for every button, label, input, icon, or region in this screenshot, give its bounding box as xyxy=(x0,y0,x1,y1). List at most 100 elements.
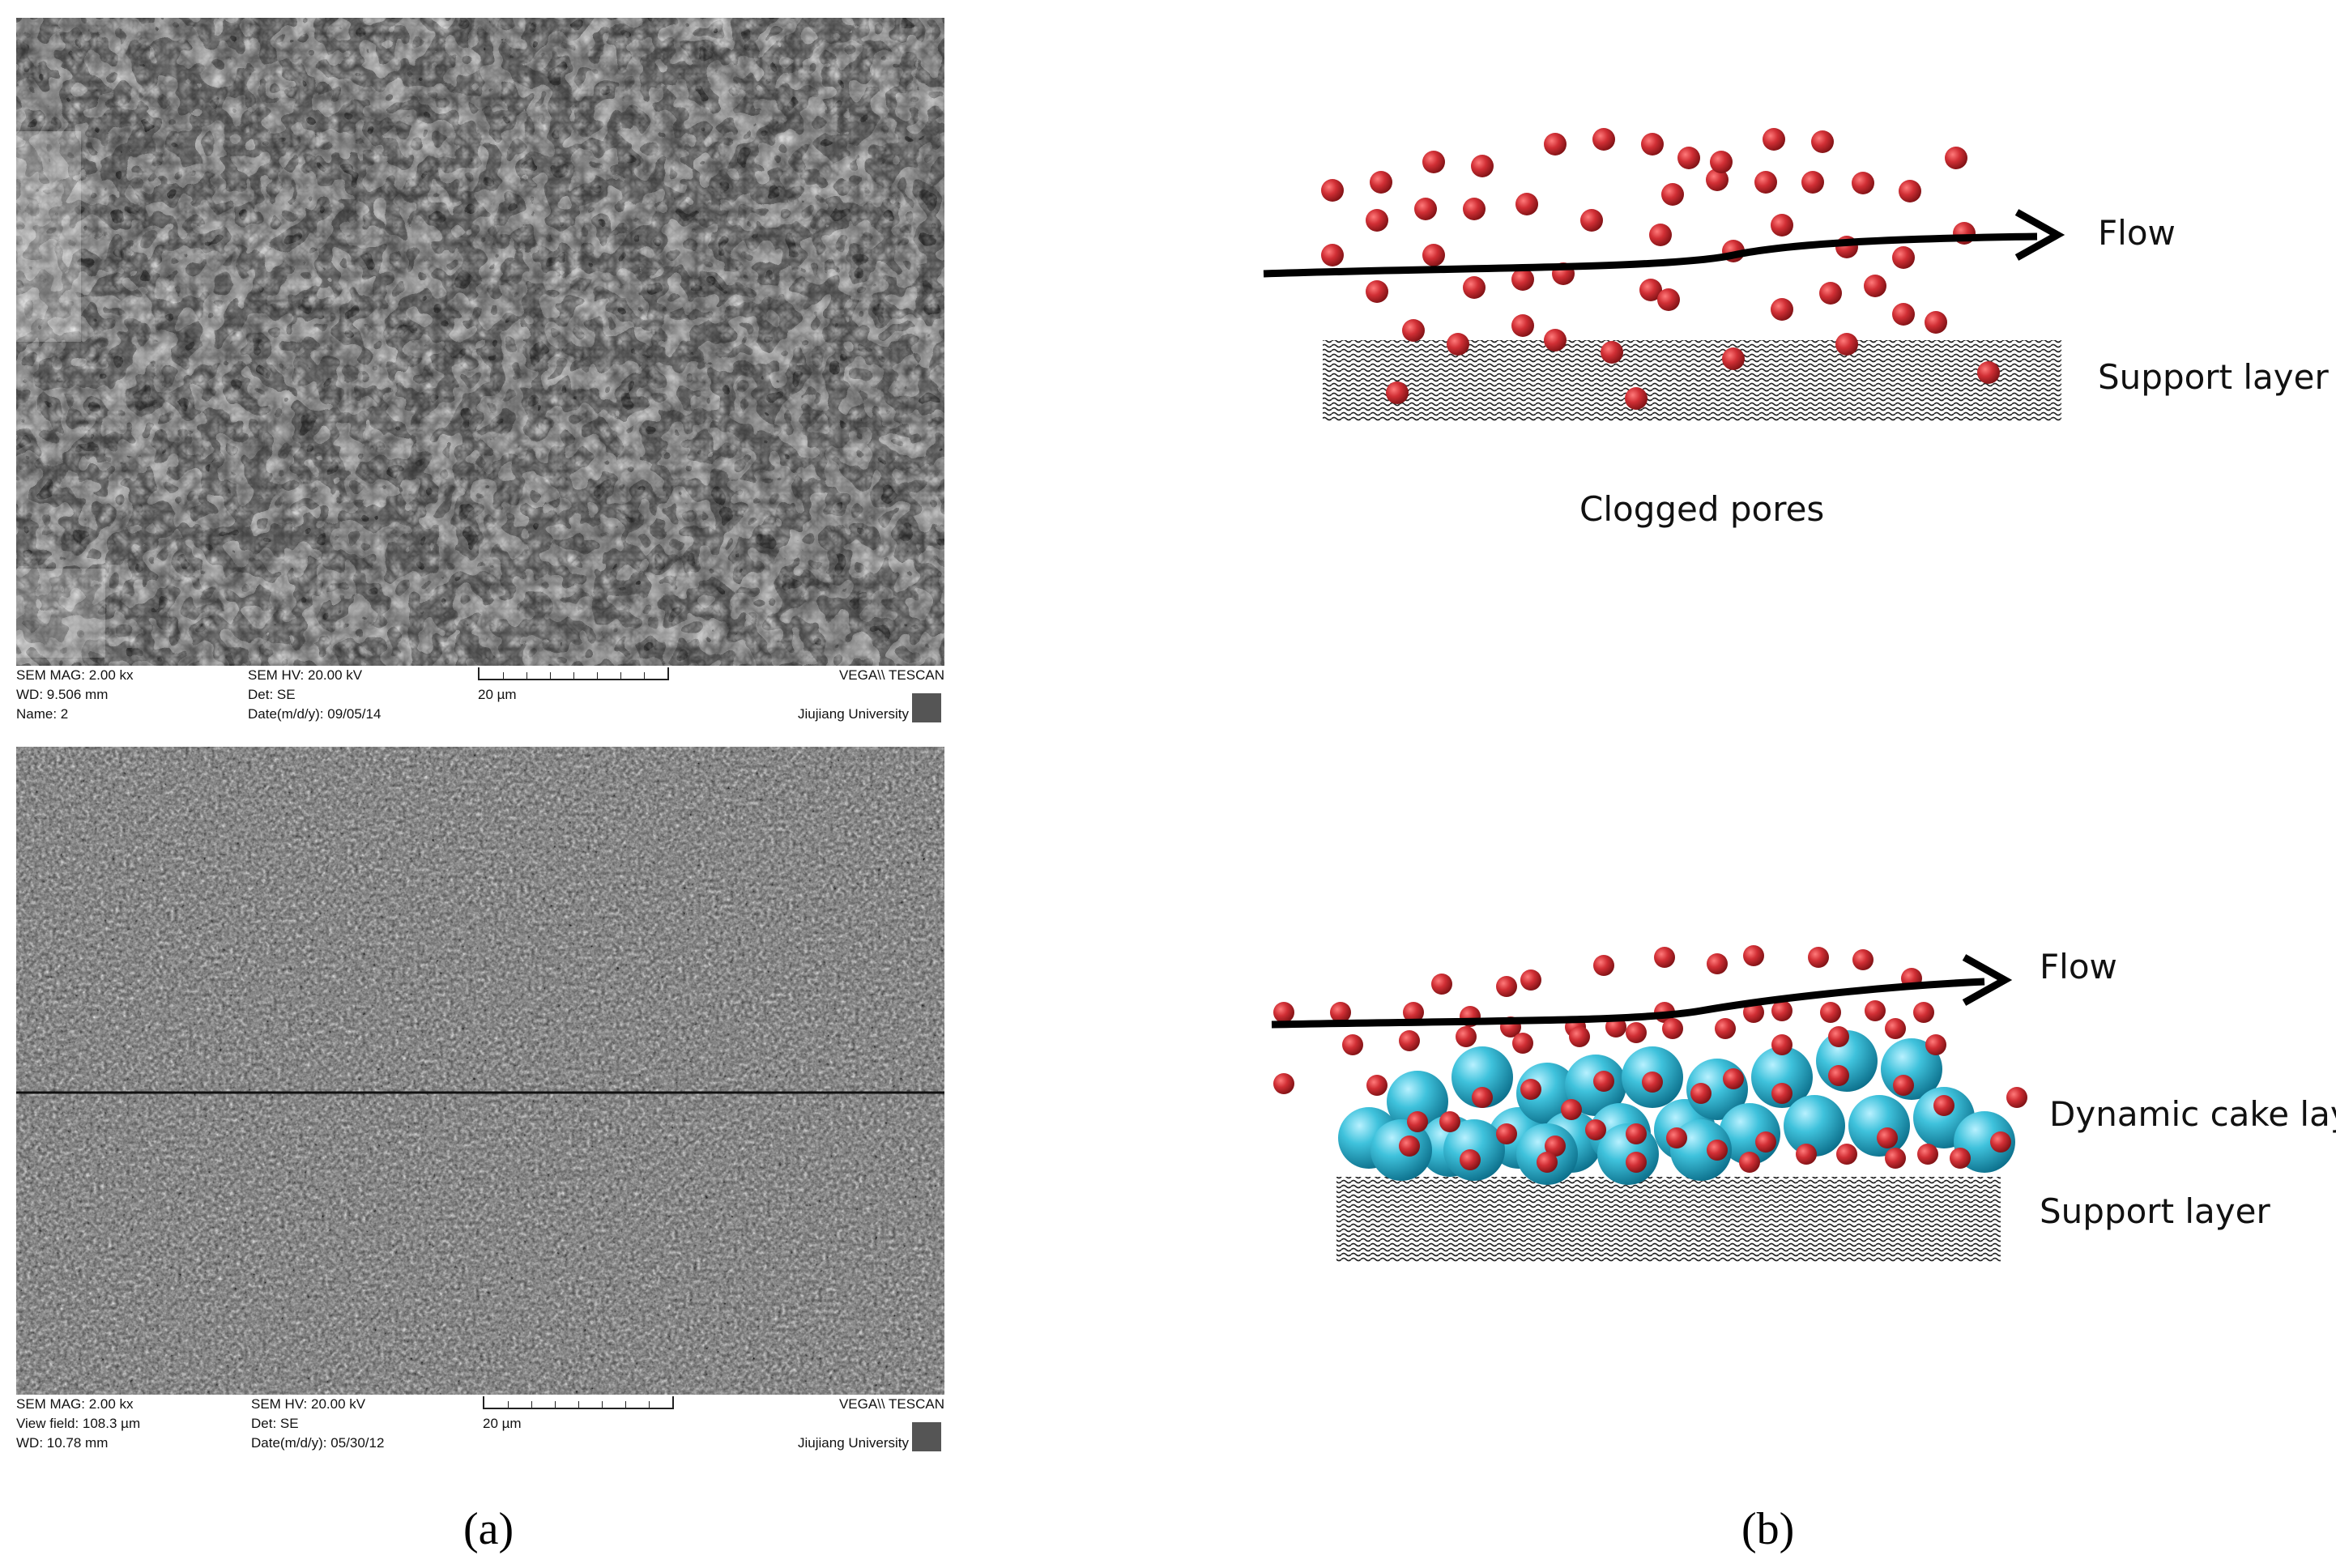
foulant-particle xyxy=(1460,1149,1481,1170)
foulant-particle xyxy=(1366,209,1388,232)
foulant-particle xyxy=(1472,1087,1493,1108)
panel-label-a: (a) xyxy=(463,1504,514,1554)
foulant-particle xyxy=(1520,1079,1541,1100)
foulant-particle xyxy=(1925,1034,1946,1055)
foulant-particle xyxy=(1399,1030,1420,1051)
foulant-particle xyxy=(1626,1123,1647,1144)
foulant-particle xyxy=(1707,953,1728,974)
foulant-particle xyxy=(1512,1033,1533,1054)
foulant-particle xyxy=(1950,1148,1971,1169)
sem-metadata-bar-bottom: SEM MAG: 2.00 kx View field: 108.3 µm WD… xyxy=(16,1395,944,1456)
fouling-diagrams: Flow Support layer Clogged pores Flow Dy… xyxy=(1263,128,2336,1262)
sem-date: Date(m/d/y): 05/30/12 xyxy=(251,1435,385,1451)
sem-image-bottom xyxy=(16,747,944,1395)
panel-label-b: (b) xyxy=(1741,1504,1795,1554)
foulant-particle xyxy=(1399,1136,1420,1157)
foulant-particle xyxy=(1321,244,1344,266)
sem-brand: VEGA\\ TESCAN xyxy=(838,1396,944,1412)
foulant-particle xyxy=(1925,311,1947,334)
scale-bar xyxy=(478,667,669,680)
foulant-particle xyxy=(1885,1148,1906,1169)
foulant-particle xyxy=(1808,947,1829,968)
foulant-particle xyxy=(1945,147,1967,169)
foulant-particle xyxy=(1666,1127,1687,1148)
sem-hv: SEM HV: 20.00 kV xyxy=(248,667,363,683)
sem-institution: Jiujiang University xyxy=(798,1435,909,1451)
foulant-particle xyxy=(1407,1111,1428,1132)
clogged-pores-diagram: Flow Support layer Clogged pores xyxy=(1263,128,2329,529)
foulant-particle xyxy=(1933,1095,1954,1116)
sem-mag: SEM MAG: 2.00 kx xyxy=(16,1396,134,1412)
cake-particle xyxy=(1387,1071,1448,1132)
sem-detector: Det: SE xyxy=(248,687,296,702)
foulant-particle xyxy=(1828,1026,1849,1047)
foulant-particle xyxy=(1819,282,1842,305)
foulant-particle xyxy=(1771,1000,1792,1021)
foulant-particle xyxy=(1463,198,1486,220)
sem-wd: WD: 9.506 mm xyxy=(16,687,109,702)
foulant-particle xyxy=(1625,387,1648,410)
foulant-particle xyxy=(1414,198,1437,220)
foulant-particle xyxy=(1439,1111,1460,1132)
foulant-particle xyxy=(1366,1075,1388,1096)
sem-brand: VEGA\\ TESCAN xyxy=(838,667,944,683)
cake-particle xyxy=(1751,1046,1813,1108)
foulant-particle xyxy=(1511,268,1534,291)
foulant-particle xyxy=(1422,244,1445,266)
foulant-particle xyxy=(1496,1123,1517,1144)
support-layer-top xyxy=(1323,340,2061,421)
sem-institution: Jiujiang University xyxy=(798,706,909,722)
tescan-logo xyxy=(912,1422,941,1451)
foulant-particle xyxy=(1273,1002,1294,1023)
sem-mag: SEM MAG: 2.00 kx xyxy=(16,667,134,683)
foulant-particle xyxy=(1402,319,1425,342)
foulant-particle xyxy=(1515,193,1538,215)
foulant-particle xyxy=(1544,133,1567,156)
foulant-particle xyxy=(1657,288,1680,311)
foulant-particle xyxy=(1386,381,1409,404)
foulant-particle xyxy=(1885,1018,1906,1039)
flow-label-top: Flow xyxy=(2098,213,2176,253)
foulant-particle xyxy=(1852,949,1873,970)
tescan-logo xyxy=(912,693,941,722)
foulant-particle xyxy=(1537,1152,1558,1173)
foulant-particle xyxy=(1892,303,1915,326)
foulant-particle xyxy=(1820,1002,1841,1023)
foulant-particle xyxy=(1626,1152,1647,1173)
sem-view-field: View field: 108.3 µm xyxy=(16,1416,141,1431)
foulant-particle xyxy=(1661,183,1684,206)
foulant-particle xyxy=(1511,314,1534,337)
cake-particle xyxy=(1848,1095,1910,1157)
foulant-particle xyxy=(1864,275,1886,297)
foulant-particle xyxy=(1569,1026,1590,1047)
sem-metadata-bar-top: SEM MAG: 2.00 kx WD: 9.506 mm Name: 2 SE… xyxy=(16,666,944,727)
sem-date: Date(m/d/y): 09/05/14 xyxy=(248,706,382,722)
foulant-particle xyxy=(1743,1002,1764,1023)
foulant-particle xyxy=(1593,955,1614,976)
sem-wd: WD: 10.78 mm xyxy=(16,1435,109,1451)
sem-image-top-wrapper: SEM MAG: 2.00 kx WD: 9.506 mm Name: 2 SE… xyxy=(16,18,944,727)
foulant-particle xyxy=(1852,172,1874,194)
foulant-particle xyxy=(1865,1000,1886,1021)
foulant-particle xyxy=(1654,947,1675,968)
foulant-particle xyxy=(1593,1071,1614,1092)
foulant-particle xyxy=(1662,1018,1683,1039)
sem-detector: Det: SE xyxy=(251,1416,299,1431)
flow-arrow-line-top xyxy=(1263,232,2038,278)
foulant-particle xyxy=(1447,333,1469,356)
foulant-particle xyxy=(1990,1131,2011,1153)
foulant-particle xyxy=(1706,168,1729,191)
foulant-particle xyxy=(1836,1144,1857,1165)
foulant-particle xyxy=(1917,1144,1938,1165)
foulant-particle xyxy=(1422,151,1445,173)
foulant-particle xyxy=(1771,1034,1792,1055)
foulant-particle xyxy=(1601,341,1623,364)
foulant-particle xyxy=(1370,171,1392,194)
foulant-particles-bottom xyxy=(1273,945,2027,1173)
support-layer-label-bottom: Support layer xyxy=(2040,1191,2270,1231)
foulant-particle xyxy=(1913,1002,1934,1023)
foulant-particle xyxy=(1366,280,1388,303)
foulant-particle xyxy=(1641,133,1664,156)
foulant-particle xyxy=(1463,276,1486,299)
sem-image-bottom-wrapper: SEM MAG: 2.00 kx View field: 108.3 µm WD… xyxy=(16,747,944,1456)
